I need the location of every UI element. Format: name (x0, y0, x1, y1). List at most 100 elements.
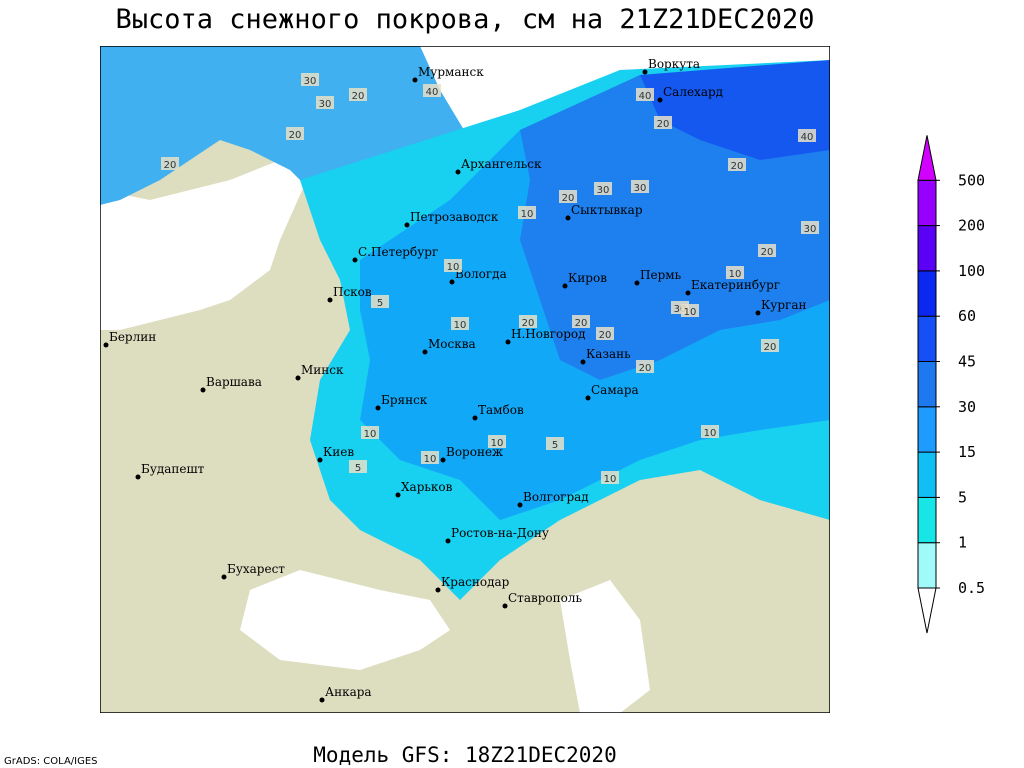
contour-label: 40 (639, 91, 652, 102)
legend-color (917, 451, 937, 498)
contour-label-bg (654, 116, 672, 129)
contour-label: 10 (729, 269, 742, 280)
contour-label-bg (596, 327, 614, 340)
contour-label-bg (371, 295, 389, 308)
contour-label: 20 (164, 160, 177, 171)
contour-label-bg (361, 426, 379, 439)
legend-color (917, 135, 937, 181)
city-dot (580, 359, 586, 365)
city-dot (327, 297, 333, 303)
city-dot (404, 222, 410, 228)
city-label: Волгоград (523, 490, 589, 504)
city-dot (755, 310, 761, 316)
legend-level: 45 (958, 353, 976, 371)
contour-label: 10 (604, 474, 617, 485)
legend-color (917, 225, 937, 272)
contour-label: 30 (634, 183, 647, 194)
baltic-sea (100, 130, 330, 330)
contour-label: 20 (761, 247, 774, 258)
city-label: Воркута (648, 57, 700, 71)
city-dot (352, 257, 358, 263)
city-label: Харьков (401, 480, 453, 494)
contour-label: 20 (639, 363, 652, 374)
contour-label-bg (444, 259, 462, 272)
contour-label-bg (316, 96, 334, 109)
city-dot (135, 474, 141, 480)
city-dot (657, 97, 663, 103)
contour-label: 10 (684, 307, 697, 318)
legend-color (917, 270, 937, 317)
city-dot (562, 283, 568, 289)
contour-label: 30 (674, 304, 687, 315)
contour-label: 10 (447, 262, 460, 273)
contour-label: 20 (289, 130, 302, 141)
city-label: С.Петербург (358, 245, 438, 259)
city-label: Петрозаводск (410, 210, 499, 224)
legend-color (917, 496, 937, 544)
contour-label: 30 (597, 185, 610, 196)
contour-label: 20 (657, 119, 670, 130)
legend-level: 1 (958, 534, 967, 552)
city-label: Самара (591, 383, 639, 397)
contour-label-bg (798, 129, 816, 142)
city-dot (440, 457, 446, 463)
legend-level: 500 (958, 171, 985, 189)
city-dot (422, 349, 428, 355)
contour-label-bg (451, 317, 469, 330)
contour-label: 40 (801, 132, 814, 143)
legend-color (917, 361, 937, 408)
legend-level: 60 (958, 307, 976, 325)
contour-label-bg (601, 471, 619, 484)
contour-label: 20 (599, 330, 612, 341)
city-label: Варшава (206, 375, 262, 389)
city-label: Псков (333, 285, 372, 299)
legend-color (917, 587, 937, 634)
contour-label-bg (349, 88, 367, 101)
legend-color (917, 315, 937, 363)
contour-label-bg (559, 190, 577, 203)
legend-level: 5 (958, 488, 967, 506)
contour-label-bg (801, 221, 819, 234)
city-label: Вологда (455, 267, 507, 281)
city-dot (317, 457, 323, 463)
legend-level: 30 (958, 398, 976, 416)
legend-level: 0.5 (958, 579, 985, 597)
contour-label-bg (701, 425, 719, 438)
contour-label: 10 (364, 429, 377, 440)
city-dot (449, 279, 455, 285)
city-dot (565, 215, 571, 221)
city-dot (221, 574, 227, 580)
contour-label: 40 (426, 87, 439, 98)
city-label: Пермь (640, 268, 682, 282)
city-dot (375, 405, 381, 411)
city-dot (295, 375, 301, 381)
city-label: Тамбов (478, 403, 524, 417)
contour-label-bg (758, 244, 776, 257)
contour-label: 5 (355, 463, 361, 474)
city-label: Н.Новгород (511, 327, 586, 341)
city-label: Краснодар (441, 575, 510, 589)
city-label: Берлин (109, 330, 156, 344)
map-area (100, 46, 830, 713)
city-dot (517, 502, 523, 508)
credit: GrADS: COLA/IGES (4, 756, 98, 767)
contour-label-bg (636, 88, 654, 101)
city-label: Будапешт (141, 462, 205, 476)
city-label: Брянск (381, 393, 428, 407)
contour-label-bg (301, 73, 319, 86)
city-label: Казань (586, 347, 631, 361)
city-label: Екатеринбург (691, 278, 780, 292)
city-dot (642, 69, 648, 75)
city-dot (200, 387, 206, 393)
contour-label-bg (726, 266, 744, 279)
contour-label-bg (631, 180, 649, 193)
contour-label: 30 (319, 99, 332, 110)
city-label: Москва (428, 337, 476, 351)
city-dot (395, 492, 401, 498)
city-dot (502, 603, 508, 609)
contour-label: 10 (454, 320, 467, 331)
contour-label-bg (681, 304, 699, 317)
contour-label: 20 (575, 318, 588, 329)
contour-label: 20 (522, 318, 535, 329)
